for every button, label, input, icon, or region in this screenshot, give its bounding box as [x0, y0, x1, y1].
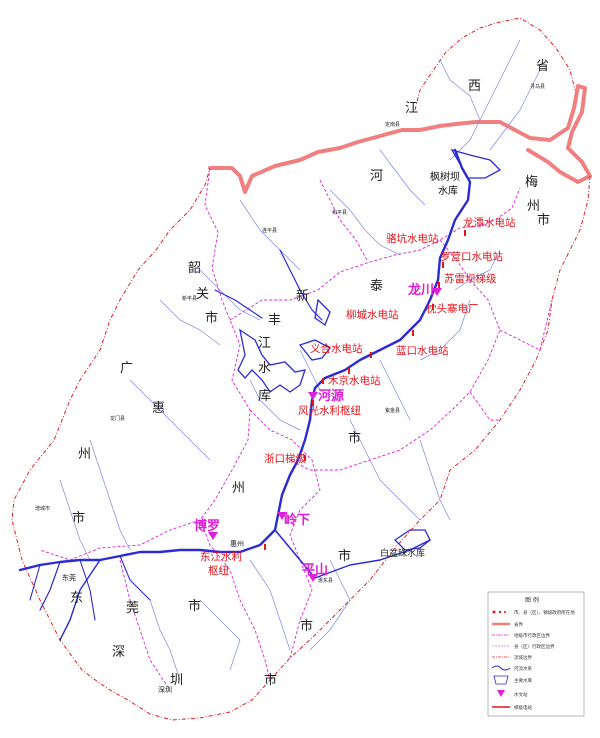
city-heyuan: 河源 [318, 388, 344, 404]
region-mei: 梅 [525, 175, 538, 190]
legend-item-0: 市、县（区）、镇级政府所在地 [492, 609, 575, 616]
station-luoyingkou: 罗营口水电站 [440, 250, 503, 263]
region-shi3: 市 [348, 430, 361, 446]
region-shi7: 市 [188, 598, 201, 614]
city-labels: 龙川 河源 博罗 岭下 平山 [194, 282, 434, 578]
place-dongguan: 东莞 [62, 573, 76, 582]
city-boluo: 博罗 [194, 518, 220, 534]
region-baipenzhu: 白盆珠水库 [380, 547, 425, 559]
place-huidong: 惠东县 [318, 577, 333, 584]
region-he: 河 [370, 169, 383, 184]
county-borders [39, 167, 553, 691]
small-place-labels: 寻乌县 定南县 和平县 连平县 新丰县 龙门县 紫金县 惠东县 东莞 深圳 增城… [35, 83, 545, 694]
legend: 图 例 市、县（区）、镇级政府所在地 省界 地级市行政区边界 县（区）行政区边界… [487, 591, 585, 717]
station-zhentou: 枕头寨电厂 [426, 302, 479, 315]
legend-item-8: 梯级电站 [492, 704, 532, 711]
region-shi6: 市 [537, 212, 550, 228]
legend-title: 图 例 [525, 596, 539, 604]
region-shui: 水 [258, 361, 271, 376]
region-zhou2: 州 [232, 481, 245, 496]
station-labels: 枫树坝 水库 龙潭水电站 骆坑水电站 罗营口水电站 苏雷坝梯级 枕头寨电厂 柳城… [200, 170, 516, 577]
city-lingxia: 岭下 [284, 512, 310, 528]
place-lianping: 连平县 [262, 227, 277, 234]
station-dongjiang-hub: 东江水利 [200, 550, 242, 563]
station-lankou: 蓝口水电站 [396, 344, 449, 357]
legend-item-1: 省界 [492, 621, 523, 628]
place-zengcheng: 增城市 [35, 505, 50, 512]
legend-item-5: 河流水系 [491, 665, 532, 672]
region-labels: 省 西 江 河 梅 州 市 韶 关 市 新 泰 丰 江 水 库 广 惠 市 州 … [70, 59, 550, 688]
province-border [208, 84, 592, 194]
basin-border [11, 17, 591, 721]
main-river [18, 148, 472, 641]
legend-item-2: 地级市行政区边界 [492, 632, 550, 639]
legend-item-6: 主要水库 [493, 675, 532, 685]
station-mujing: 木京水电站 [328, 374, 381, 387]
svg-text:水文站: 水文站 [514, 691, 528, 698]
station-kekou: 浙口梯级 [264, 452, 306, 465]
region-shen: 深 [112, 645, 125, 660]
station-markers [264, 230, 466, 550]
place-heping: 和平县 [332, 209, 347, 216]
city-longchuan: 龙川 [408, 282, 434, 298]
region-zhen: 圳 [170, 673, 183, 688]
region-guan2: 莞 [126, 601, 139, 616]
station-sulei: 苏雷坝梯级 [444, 272, 497, 285]
xinfengjiang-reservoir [237, 298, 331, 393]
place-huizhou: 惠州 [230, 539, 244, 548]
svg-text:主要水库: 主要水库 [514, 677, 532, 684]
station-fengshuba: 枫树坝 [430, 170, 460, 183]
region-guang: 广 [120, 361, 133, 376]
svg-text:河流水系: 河流水系 [514, 665, 532, 672]
region-feng: 丰 [268, 313, 281, 328]
region-xin: 新 [296, 288, 309, 304]
region-shi5: 市 [264, 672, 277, 688]
place-shenzhen: 深圳 [158, 685, 172, 694]
region-zhou1: 州 [78, 447, 91, 462]
region-shao: 韶 [188, 260, 201, 276]
place-xinfeng: 新丰县 [182, 295, 197, 302]
svg-text:梯级电站: 梯级电站 [514, 704, 532, 711]
place-zijin: 紫金县 [385, 407, 400, 414]
region-zhou3: 州 [527, 199, 540, 214]
station-fengshuba-2: 水库 [438, 184, 458, 197]
station-dongjiang-hub-2: 枢纽 [208, 564, 229, 577]
station-luokeng: 骆坑水电站 [386, 232, 439, 245]
svg-text:流域边界: 流域边界 [514, 654, 532, 661]
region-sheng: 省 [536, 59, 549, 74]
legend-item-3: 县（区）行政区边界 [492, 643, 555, 650]
region-xi: 西 [468, 79, 481, 94]
region-shi4: 市 [338, 548, 351, 564]
place-longmen: 龙门县 [110, 415, 125, 422]
hydro-station-markers [208, 288, 442, 582]
region-shi1: 市 [205, 310, 218, 326]
region-jiang2: 江 [258, 336, 271, 351]
region-ku: 库 [258, 388, 271, 404]
station-liucheng: 柳城水电站 [346, 308, 399, 321]
region-shi8: 市 [300, 618, 313, 634]
place-xunwu: 寻乌县 [530, 83, 545, 90]
svg-text:省界: 省界 [514, 621, 523, 628]
svg-text:地级市行政区边界: 地级市行政区边界 [514, 632, 550, 639]
legend-item-4: 流域边界 [492, 654, 532, 661]
station-longtan: 龙潭水电站 [463, 216, 516, 229]
svg-text:县（区）行政区边界: 县（区）行政区边界 [514, 643, 555, 650]
station-fengguang: 风光水利枢纽 [298, 404, 361, 417]
region-shi2: 市 [72, 510, 85, 526]
region-guan: 关 [196, 287, 209, 302]
svg-text:市、县（区）、镇级政府所在地: 市、县（区）、镇级政府所在地 [514, 609, 575, 616]
baipenzhu-reservoir [393, 529, 431, 551]
region-hui: 惠 [152, 401, 165, 416]
fengshuba-reservoir [450, 148, 502, 179]
region-dong: 东 [70, 591, 83, 606]
place-dingnan: 定南县 [385, 121, 400, 128]
region-tai: 泰 [370, 279, 383, 294]
tributaries [59, 39, 541, 681]
legend-item-7: 水文站 [497, 690, 528, 698]
station-yihe: 义合水电站 [310, 342, 363, 355]
region-jiang: 江 [405, 101, 418, 116]
city-pingshan: 平山 [302, 562, 328, 578]
